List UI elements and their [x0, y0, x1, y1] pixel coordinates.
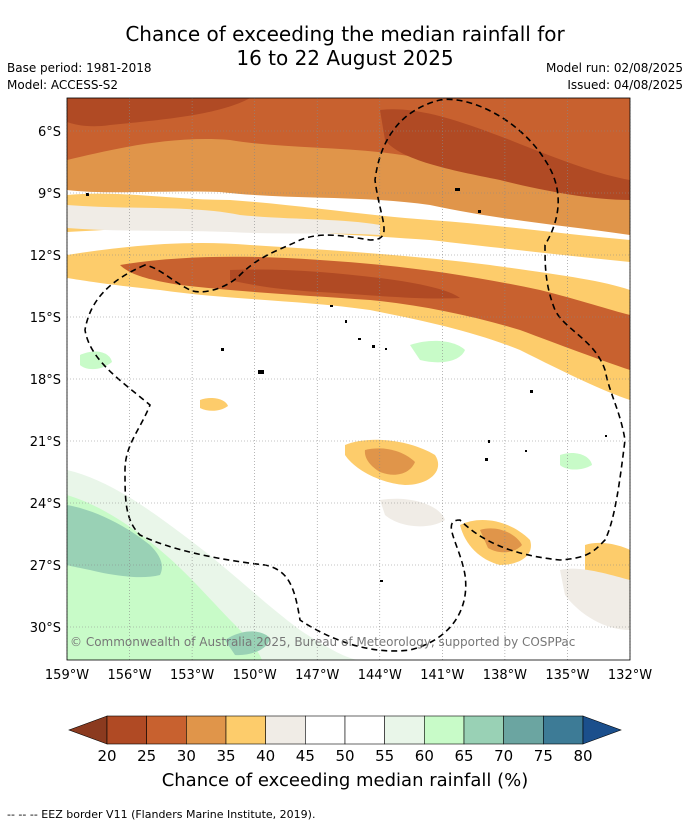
lat-tick-label: 12°S	[30, 249, 61, 264]
colorbar-tick-label: 20	[97, 747, 116, 765]
map-title: Chance of exceeding the median rainfall …	[0, 22, 690, 70]
colorbar-swatch	[186, 715, 227, 745]
colorbar-extend-low	[68, 715, 108, 745]
islands	[86, 188, 607, 582]
issued-date: Issued: 04/08/2025	[567, 78, 683, 92]
lon-tick-label: 135°W	[545, 668, 589, 683]
longitude-labels: 159°W 156°W 153°W 150°W 147°W 144°W 141°W 138°W…	[45, 668, 652, 683]
lon-tick-label: 159°W	[45, 668, 89, 683]
lat-tick-label: 27°S	[30, 559, 61, 574]
region-band-cream-mid	[67, 205, 380, 235]
meta-right: Model run: 02/08/2025 Issued: 04/08/2025	[546, 60, 683, 94]
region-band-brown-south	[120, 256, 630, 370]
colorbar-tick-label: 70	[494, 747, 513, 765]
colorbar-tick-label: 75	[534, 747, 553, 765]
lat-tick-label: 6°S	[38, 125, 61, 140]
title-line-1: Chance of exceeding the median rainfall …	[125, 22, 565, 46]
lon-tick-label: 147°W	[295, 668, 339, 683]
eez-footnote: -- -- -- EEZ border V11 (Flanders Marine…	[7, 808, 316, 821]
colorbar-title: Chance of exceeding median rainfall (%)	[161, 770, 529, 791]
lon-tick-label: 138°W	[483, 668, 527, 683]
region-green-patch-east	[560, 453, 592, 470]
base-period: Base period: 1981-2018	[7, 61, 152, 75]
lat-tick-label: 30°S	[30, 621, 61, 636]
colorbar-tick-label: 50	[335, 747, 354, 765]
model-name: Model: ACCESS-S2	[7, 78, 119, 92]
colorbar-swatch	[503, 715, 544, 745]
lat-tick-label: 21°S	[30, 435, 61, 450]
region-cream-patch-southeast	[560, 568, 630, 630]
lon-tick-label: 144°W	[358, 668, 402, 683]
meta-left: Base period: 1981-2018 Model: ACCESS-S2	[7, 60, 152, 94]
colorbar-tick-label: 40	[256, 747, 275, 765]
region-teal-patch-south	[225, 631, 270, 656]
lon-tick-label: 141°W	[420, 668, 464, 683]
eez-border	[84, 98, 626, 652]
region-orange-patch-center	[364, 448, 415, 475]
colorbar-tick-label: 25	[137, 747, 156, 765]
colorbar-tick-label: 80	[573, 747, 592, 765]
lat-tick-label: 18°S	[30, 373, 61, 388]
map-frame	[66, 97, 631, 661]
latitude-labels: 6°S 9°S 12°S 15°S 18°S 21°S 24°S 27°S 30°S	[30, 125, 61, 636]
region-yellow-patch-small	[200, 398, 228, 411]
colorbar-swatch	[384, 715, 425, 745]
lat-tick-label: 15°S	[30, 311, 61, 326]
colorbar-swatch	[463, 715, 504, 745]
region-band-dark-top	[67, 98, 250, 127]
lon-tick-label: 150°W	[233, 668, 277, 683]
lat-tick-label: 9°S	[38, 187, 61, 202]
region-teal-southwest	[67, 505, 162, 578]
lon-tick-label: 156°W	[107, 668, 151, 683]
colorbar-tick-label: 65	[454, 747, 473, 765]
colorbar-swatch	[146, 715, 187, 745]
colorbar-swatch	[106, 715, 147, 745]
region-green-patch-center	[410, 340, 465, 363]
lon-tick-label: 132°W	[608, 668, 652, 683]
colorbar-swatch	[344, 715, 385, 745]
colorbar-tick-label: 30	[177, 747, 196, 765]
colorbar-swatch	[265, 715, 306, 745]
copyright-notice: © Commonwealth of Australia 2025, Bureau…	[70, 635, 575, 649]
colorbar-tick-label: 45	[296, 747, 315, 765]
colorbar-extend-high	[582, 715, 622, 745]
lat-tick-label: 24°S	[30, 497, 61, 512]
colorbar-swatch	[543, 715, 584, 745]
colorbar: 20 25 30 35 40 45 50 55 60 65 70 75 80	[68, 715, 622, 765]
colorbar-tick-label: 35	[216, 747, 235, 765]
colorbar-swatch	[305, 715, 346, 745]
region-cream-patch-center	[380, 498, 445, 527]
colorbar-swatch	[225, 715, 266, 745]
colorbar-tick-label: 55	[375, 747, 394, 765]
lon-tick-label: 153°W	[170, 668, 214, 683]
region-orange-patch-east	[480, 528, 522, 553]
colorbar-tick-label: 60	[415, 747, 434, 765]
colorbar-swatch	[424, 715, 465, 745]
title-line-2: 16 to 22 August 2025	[236, 46, 454, 70]
model-run: Model run: 02/08/2025	[545, 61, 683, 75]
region-band-darkbrown-south	[230, 269, 460, 299]
